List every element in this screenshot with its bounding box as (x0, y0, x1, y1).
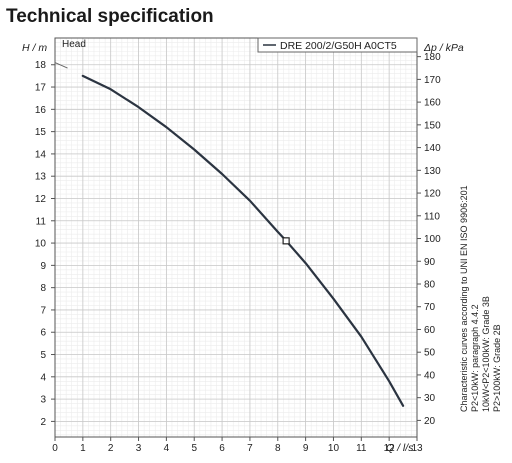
legend-series-name: DRE 200/2/G50H A0CT5 (280, 40, 397, 52)
y-tick-label: 13 (35, 172, 47, 183)
curve-lead-in (54, 62, 68, 69)
x-tick-label: 13 (411, 443, 423, 454)
legend: DRE 200/2/G50H A0CT5 (257, 37, 418, 53)
y2-tick-label: 180 (424, 52, 441, 63)
y-tick-label: 7 (40, 305, 46, 316)
y2-tick-label: 100 (424, 234, 441, 245)
y2-tick-label: 90 (424, 257, 436, 268)
y-tick-label: 17 (35, 83, 47, 94)
y-tick-label: 11 (36, 216, 47, 227)
x-tick-label: 3 (136, 443, 142, 454)
y2-axis-label: Δp / kPa (423, 42, 464, 54)
y2-tick-label: 50 (424, 348, 436, 359)
x-tick-label: 1 (80, 443, 86, 454)
y2-tick-label: 150 (424, 120, 441, 131)
y-tick-label: 2 (40, 417, 46, 428)
x-axis-label: Q / l/s (386, 442, 414, 454)
plot-frame (54, 37, 418, 438)
x-tick-label: 9 (303, 443, 309, 454)
x-tick-label: 11 (356, 443, 367, 454)
page-title: Technical specification (6, 6, 214, 27)
y2-tick-label: 60 (424, 325, 436, 336)
side-note-line: 10kW<P2<100kW: Grade 3B (481, 296, 491, 412)
y2-tick-label: 140 (424, 143, 441, 154)
y2-tick-label: 160 (424, 98, 441, 109)
side-note: Characteristic curves according to UNI E… (459, 185, 502, 412)
y-tick-label: 5 (40, 350, 46, 361)
y2-tick-label: 170 (424, 75, 441, 86)
y-tick-label: 9 (40, 261, 46, 272)
series-layer (54, 62, 405, 407)
side-note-line: P2>100kW: Grade 2B (492, 324, 502, 412)
x-tick-label: 2 (108, 443, 114, 454)
x-tick-label: 8 (275, 443, 281, 454)
side-note-line: Characteristic curves according to UNI E… (459, 185, 469, 412)
panel-label: Head (62, 39, 86, 50)
y2-tick-label: 40 (424, 370, 436, 381)
y2-axis-ticks: 20 30 40 50 60 70 80 90 100 110 120 130 140 150 160 170… (417, 52, 441, 427)
y2-tick-label: 70 (424, 302, 436, 313)
y-axis-ticks: 2 3 4 5 6 7 8 9 10 11 12 13 14 15 16 17 18 (35, 60, 55, 428)
y2-tick-label: 110 (424, 211, 440, 222)
x-axis-ticks: 0 1 2 3 4 5 6 7 8 9 10 11 12 13 (52, 437, 423, 454)
y2-tick-label: 130 (424, 166, 441, 177)
grid-major (54, 38, 418, 437)
y-axis-label: H / m (22, 42, 47, 54)
side-note-line: P2<10kW: paragraph 4.4.2 (470, 304, 480, 412)
y2-tick-label: 30 (424, 393, 436, 404)
x-tick-label: 12 (384, 443, 396, 454)
y-tick-label: 16 (35, 105, 47, 116)
legend-box (257, 37, 418, 53)
y-tick-label: 14 (35, 149, 47, 160)
x-tick-label: 5 (191, 443, 197, 454)
series-line-head (81, 74, 405, 407)
duty-point-marker (282, 237, 290, 245)
x-tick-label: 6 (219, 443, 225, 454)
y-tick-label: 3 (40, 395, 46, 406)
y2-tick-label: 20 (424, 416, 436, 427)
y-tick-label: 4 (40, 372, 46, 383)
y-tick-label: 10 (35, 239, 47, 250)
y-tick-label: 6 (40, 328, 46, 339)
x-tick-label: 7 (247, 443, 253, 454)
x-tick-label: 0 (52, 443, 58, 454)
y2-tick-label: 120 (424, 189, 441, 200)
y-tick-label: 18 (35, 60, 47, 71)
y-tick-label: 15 (35, 127, 47, 138)
x-tick-label: 4 (164, 443, 170, 454)
y-tick-label: 8 (40, 283, 46, 294)
y-tick-label: 12 (35, 194, 47, 205)
x-tick-label: 10 (328, 443, 340, 454)
y2-tick-label: 80 (424, 279, 436, 290)
